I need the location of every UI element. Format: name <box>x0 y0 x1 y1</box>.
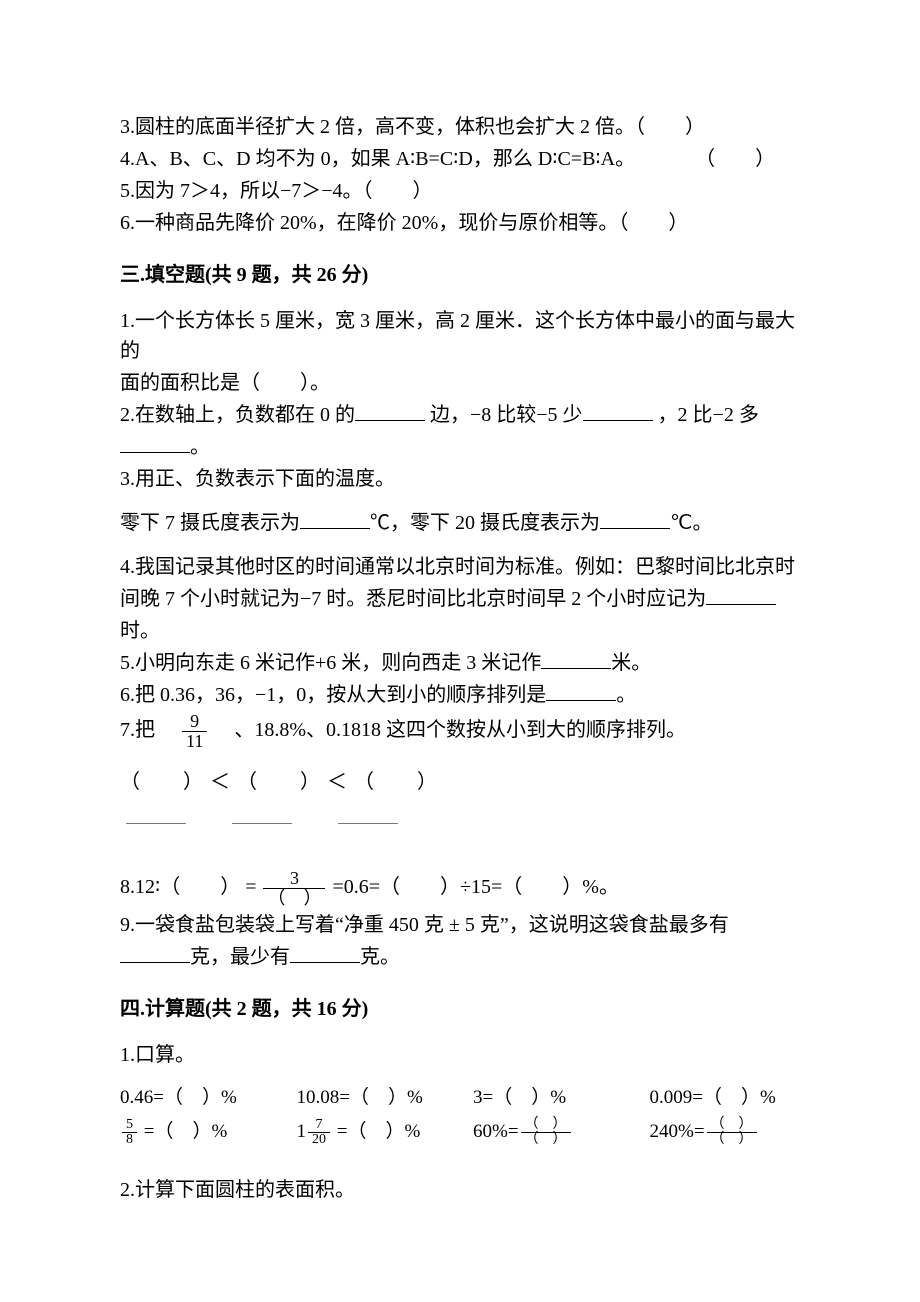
frac-num: 3 <box>263 869 325 889</box>
s3-q4-c: 时。 <box>120 616 800 646</box>
s3-q6-b: 。 <box>616 684 636 706</box>
calc-r2c3: 60%= （ ） （ ） <box>473 1118 624 1147</box>
page: 3.圆柱的底面半径扩大 2 倍，高不变，体积也会扩大 2 倍。（ ） 4.A、B… <box>0 0 920 1287</box>
blank <box>600 508 670 529</box>
frac-num: 9 <box>182 712 207 732</box>
s4-q2: 2.计算下面圆柱的表面积。 <box>120 1175 800 1205</box>
s3-q3: 3.用正、负数表示下面的温度。 <box>120 464 800 494</box>
tf-q4: 4.A、B、C、D 均不为 0，如果 A∶B=C∶D，那么 D∶C=B∶A。 （… <box>120 144 800 174</box>
section4-title: 四.计算题(共 2 题，共 16 分) <box>120 994 800 1024</box>
frac-den: 20 <box>308 1133 330 1147</box>
s3-q7-answer-row: （ ） ＜ （ ） ＜ （ ） <box>120 767 800 797</box>
frac-den: （ ） <box>263 889 325 908</box>
calc-r2c1-txt: =（ ）% <box>139 1121 227 1142</box>
calc-r1c3: 3=（ ）% <box>473 1084 624 1113</box>
fraction-7-20: 7 20 <box>308 1118 330 1147</box>
s4-q1: 1.口算。 <box>120 1040 800 1070</box>
tf-q3: 3.圆柱的底面半径扩大 2 倍，高不变，体积也会扩大 2 倍。（ ） <box>120 112 800 142</box>
blank <box>706 584 776 605</box>
s3-q2-d: 。 <box>190 436 210 458</box>
frac-den: （ ） <box>707 1133 757 1147</box>
s3-q7-row: （ ） ＜ （ ） ＜ （ ） <box>120 771 438 793</box>
s3-q7-underlines <box>120 803 800 833</box>
blank <box>290 942 360 963</box>
s3-q2-c: ，2 比−2 多 <box>653 404 759 426</box>
section3-title: 三.填空题(共 9 题，共 26 分) <box>120 260 800 290</box>
blank <box>355 400 425 421</box>
s3-q7-b: 、18.8%、0.1818 这四个数按从小到大的顺序排列。 <box>214 719 686 741</box>
frac-den: 11 <box>182 732 207 751</box>
s3-q6: 6.把 0.36，36，−1，0，按从大到小的顺序排列是 。 <box>120 680 800 710</box>
frac-den: （ ） <box>521 1133 571 1147</box>
frac-den: 8 <box>122 1133 137 1147</box>
s3-q5-a: 5.小明向东走 6 米记作+6 米，则向西走 3 米记作 <box>120 652 541 674</box>
s3-q8-a: 8.12∶（ ） = <box>120 876 261 898</box>
calc-r2c2-txt: =（ ）% <box>332 1121 420 1142</box>
s3-q8: 8.12∶（ ） = 3 （ ） =0.6=（ ）÷15=（ ）%。 <box>120 869 800 908</box>
frac-num: 7 <box>308 1118 330 1133</box>
s3-q9-cont: 克，最少有 克。 <box>120 942 800 972</box>
frac-num: 5 <box>122 1118 137 1133</box>
s3-q9-a: 9.一袋食盐包装袋上写着“净重 450 克 ± 5 克”，这说明这袋食盐最多有 <box>120 914 729 936</box>
calc-r2c4: 240%= （ ） （ ） <box>650 1118 801 1147</box>
s3-q4-a: 4.我国记录其他时区的时间通常以北京时间为标准。例如：巴黎时间比北京时 <box>120 552 800 582</box>
tf-q6: 6.一种商品先降价 20%，在降价 20%，现价与原价相等。（ ） <box>120 208 800 238</box>
blank <box>546 680 616 701</box>
fraction-3-blank: 3 （ ） <box>263 869 325 908</box>
s3-q1-a: 1.一个长方体长 5 厘米，宽 3 厘米，高 2 厘米．这个长方体中最小的面与最… <box>120 306 800 366</box>
s3-q8-b: =0.6=（ ）÷15=（ ）%。 <box>332 876 618 898</box>
s3-q4-b-text: 间晚 7 个小时就记为−7 时。悉尼时间比北京时间早 2 个小时应记为 <box>120 588 706 610</box>
s3-q9-b: 克，最少有 <box>190 946 290 968</box>
s3-q3-b: ℃，零下 20 摄氏度表示为 <box>370 512 600 534</box>
calc-r1c2: 10.08=（ ）% <box>297 1084 448 1113</box>
calc-row-2: 5 8 =（ ）% 1 7 20 =（ ）% 60%= （ ） （ ） 240%… <box>120 1118 800 1147</box>
fraction-5-8: 5 8 <box>122 1118 137 1147</box>
s3-q3-c: ℃。 <box>670 512 712 534</box>
s3-q7: 7.把 9 11 、18.8%、0.1818 这四个数按从小到大的顺序排列。 <box>120 712 800 751</box>
calc-r2c2: 1 7 20 =（ ）% <box>297 1118 448 1147</box>
s3-q2-b: 边，−8 比较−5 少 <box>425 404 583 426</box>
blank <box>120 942 190 963</box>
blank <box>541 648 611 669</box>
calc-r2c2-pre: 1 <box>297 1121 307 1142</box>
s3-q5-b: 米。 <box>611 652 651 674</box>
blank <box>300 508 370 529</box>
calc-row-1: 0.46=（ ）% 10.08=（ ）% 3=（ ）% 0.009=（ ）% <box>120 1084 800 1113</box>
frac-num: （ ） <box>707 1118 757 1133</box>
s3-q9-c: 克。 <box>360 946 400 968</box>
blank <box>120 432 190 453</box>
calc-grid: 0.46=（ ）% 10.08=（ ）% 3=（ ）% 0.009=（ ）% 5… <box>120 1084 800 1148</box>
fraction-blank: （ ） （ ） <box>521 1118 571 1147</box>
s3-q5: 5.小明向东走 6 米记作+6 米，则向西走 3 米记作 米。 <box>120 648 800 678</box>
s3-q3-a: 零下 7 摄氏度表示为 <box>120 512 300 534</box>
s3-q1-b: 面的面积比是（ ）。 <box>120 368 800 398</box>
s3-q4-b: 间晚 7 个小时就记为−7 时。悉尼时间比北京时间早 2 个小时应记为 <box>120 584 800 614</box>
calc-r1c4: 0.009=（ ）% <box>650 1084 801 1113</box>
s3-q3-line: 零下 7 摄氏度表示为 ℃，零下 20 摄氏度表示为 ℃。 <box>120 508 800 538</box>
s3-q9: 9.一袋食盐包装袋上写着“净重 450 克 ± 5 克”，这说明这袋食盐最多有 <box>120 910 800 940</box>
calc-r2c3-a: 60%= <box>473 1121 519 1142</box>
fraction-blank: （ ） （ ） <box>707 1118 757 1147</box>
calc-r1c1: 0.46=（ ）% <box>120 1084 271 1113</box>
s3-q7-a: 7.把 <box>120 719 175 741</box>
s3-q2-cont: 。 <box>120 432 800 462</box>
calc-r2c1: 5 8 =（ ）% <box>120 1118 271 1147</box>
tf-q5: 5.因为 7＞4，所以−7＞−4。（ ） <box>120 176 800 206</box>
calc-r2c4-a: 240%= <box>650 1121 705 1142</box>
blank <box>583 400 653 421</box>
frac-num: （ ） <box>521 1118 571 1133</box>
s3-q6-a: 6.把 0.36，36，−1，0，按从大到小的顺序排列是 <box>120 684 546 706</box>
s3-q2-a: 2.在数轴上，负数都在 0 的 <box>120 404 355 426</box>
s3-q2: 2.在数轴上，负数都在 0 的 边，−8 比较−5 少 ，2 比−2 多 <box>120 400 800 430</box>
fraction-9-11: 9 11 <box>182 712 207 751</box>
